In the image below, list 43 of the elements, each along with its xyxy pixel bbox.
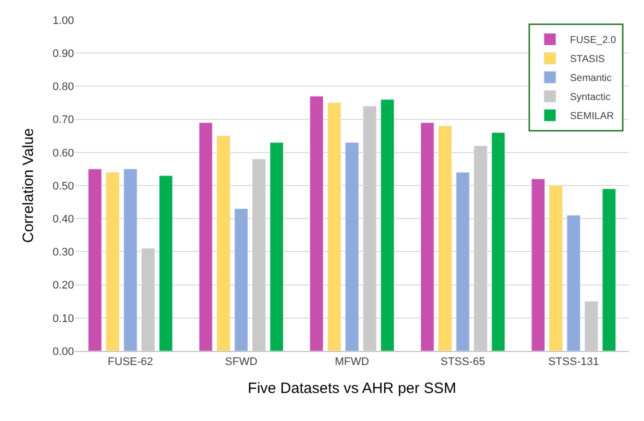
x-axis-title: Five Datasets vs AHR per SSM xyxy=(248,380,456,398)
y-tick-label: 0.20 xyxy=(52,280,74,292)
bar xyxy=(438,126,452,351)
legend-label: SEMILAR xyxy=(570,111,614,122)
y-tick-label: 0.90 xyxy=(52,48,74,60)
legend-label: FUSE_2.0 xyxy=(570,35,617,46)
bar xyxy=(456,172,470,351)
y-tick-label: 0.10 xyxy=(52,312,74,325)
bar xyxy=(345,142,359,351)
bar xyxy=(531,178,546,351)
bar xyxy=(310,96,324,351)
y-tick-label: 0.80 xyxy=(52,81,74,94)
y-tick-label: 0.30 xyxy=(52,246,74,259)
bar xyxy=(158,175,173,351)
x-tick-label: MFWD xyxy=(334,356,370,368)
x-tick-label: STSS-65 xyxy=(440,356,486,368)
bar xyxy=(491,132,506,351)
bar xyxy=(88,168,102,351)
bar xyxy=(566,215,580,351)
bar xyxy=(602,188,616,351)
legend-label: STASIS xyxy=(570,54,606,66)
bar xyxy=(124,168,138,351)
bar xyxy=(106,172,120,351)
bar xyxy=(380,99,394,351)
x-tick-label: SFWD xyxy=(225,356,258,368)
x-tick-label: STSS-131 xyxy=(548,356,599,368)
y-tick-label: 0.50 xyxy=(52,180,74,192)
bar xyxy=(216,136,230,351)
bar xyxy=(327,102,342,351)
bar xyxy=(420,122,434,351)
y-tick-label: 0.40 xyxy=(52,213,74,226)
y-axis-title: Correlation Value xyxy=(20,128,37,243)
bar xyxy=(198,122,213,351)
legend-label: Semantic xyxy=(570,73,612,84)
bar xyxy=(270,142,284,351)
bar xyxy=(548,185,563,351)
bar xyxy=(234,208,248,351)
y-tick-label: 0.70 xyxy=(52,114,74,126)
legend-label: Syntactic xyxy=(570,92,611,104)
x-tick-label: FUSE-62 xyxy=(108,356,154,368)
y-tick-label: 0.60 xyxy=(52,147,74,160)
y-tick-label: 1.00 xyxy=(52,14,74,27)
y-tick-label: 0.00 xyxy=(52,346,74,358)
